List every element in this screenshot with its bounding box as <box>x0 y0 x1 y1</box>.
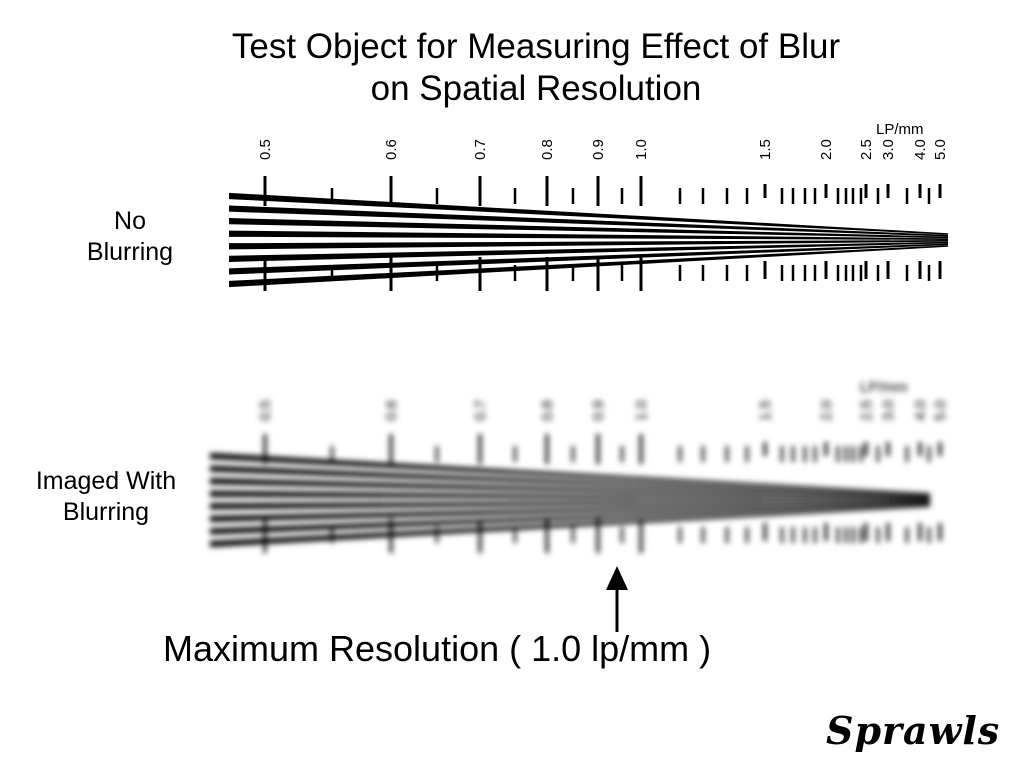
sharp-line-bar <box>229 230 948 240</box>
blurred-line-pair-pattern: 0.5 0.6 0.7 0.8 0.9 1.0 1.5 2.0 2.5 3.0 4.0 5.0 LP/m… <box>210 379 949 553</box>
blurred-line-bar <box>210 490 930 500</box>
blurred-frequency-label: 1.5 <box>757 400 774 421</box>
no-blurring-label-line-1: No <box>114 207 146 235</box>
sharp-line-pair-pattern: 0.5 0.6 0.7 0.8 0.9 1.0 1.5 2.0 2.5 3.0 4.0 5.0 LP/m… <box>229 121 949 291</box>
blurred-frequency-label: 0.6 <box>383 400 400 421</box>
blurred-frequency-label: 3.0 <box>880 400 897 421</box>
blurred-frequency-label: 0.5 <box>257 400 274 421</box>
blurred-line-bar <box>210 500 930 510</box>
sharp-line-bar <box>229 243 948 275</box>
blurred-line-bar <box>210 465 930 497</box>
sprawls-signature: Sprawls <box>826 708 1001 753</box>
sharp-line-bar <box>229 240 948 250</box>
blurred-frequency-label: 1.0 <box>633 400 650 421</box>
maximum-resolution-caption: Maximum Resolution ( 1.0 lp/mm ) <box>163 628 712 669</box>
sharp-frequency-label: 0.8 <box>539 139 556 160</box>
blurring-label-line-2: Blurring <box>62 498 150 526</box>
blurred-frequency-label: 0.7 <box>472 400 489 421</box>
sharp-frequency-label: 4.0 <box>912 139 929 160</box>
blurred-frequency-label: 4.0 <box>912 400 929 421</box>
sharp-frequency-label: 3.0 <box>880 139 897 160</box>
blurred-frequency-label: 2.5 <box>858 400 875 421</box>
sharp-frequency-label: 0.5 <box>257 139 274 160</box>
title-line-2: on Spatial Resolution <box>370 69 702 108</box>
no-blurring-label: No Blurring <box>60 206 200 268</box>
sharp-frequency-label: 0.7 <box>472 139 489 160</box>
no-blurring-label-line-2: Blurring <box>86 238 174 266</box>
sharp-frequency-label: 5.0 <box>932 139 949 160</box>
sharp-frequency-label: 0.9 <box>590 139 607 160</box>
sharp-line-bar <box>229 192 948 235</box>
sharp-line-bar <box>229 218 948 239</box>
blurred-line-bar <box>210 478 930 499</box>
diagram-title: Test Object for Measuring Effect of Blur… <box>0 26 1022 110</box>
sharp-frequency-label: 1.5 <box>757 139 774 160</box>
blurred-line-bar <box>210 501 930 522</box>
blurred-frequency-label: 0.9 <box>590 400 607 421</box>
sharp-frequency-label: 2.0 <box>818 139 835 160</box>
blurred-frequency-label: 2.0 <box>818 400 835 421</box>
blurring-label-line-1: Imaged With <box>35 467 177 495</box>
sharp-frequency-label: 1.0 <box>633 139 650 160</box>
sharp-frequency-label: 0.6 <box>383 139 400 160</box>
sharp-frequency-label: 2.5 <box>858 139 875 160</box>
blurred-units-label: LP/mm <box>860 379 908 396</box>
sharp-line-bar <box>229 241 948 262</box>
blurred-frequency-label: 5.0 <box>932 400 949 421</box>
sharp-units-label: LP/mm <box>876 121 924 138</box>
title-line-1: Test Object for Measuring Effect of Blur <box>231 27 841 66</box>
blurring-label: Imaged With Blurring <box>0 466 212 528</box>
blurred-frequency-label: 0.8 <box>539 400 556 421</box>
arrow-head <box>606 566 628 590</box>
sharp-line-bar <box>229 245 948 288</box>
max-resolution-arrow <box>606 566 628 632</box>
sharp-line-bar <box>229 205 948 237</box>
